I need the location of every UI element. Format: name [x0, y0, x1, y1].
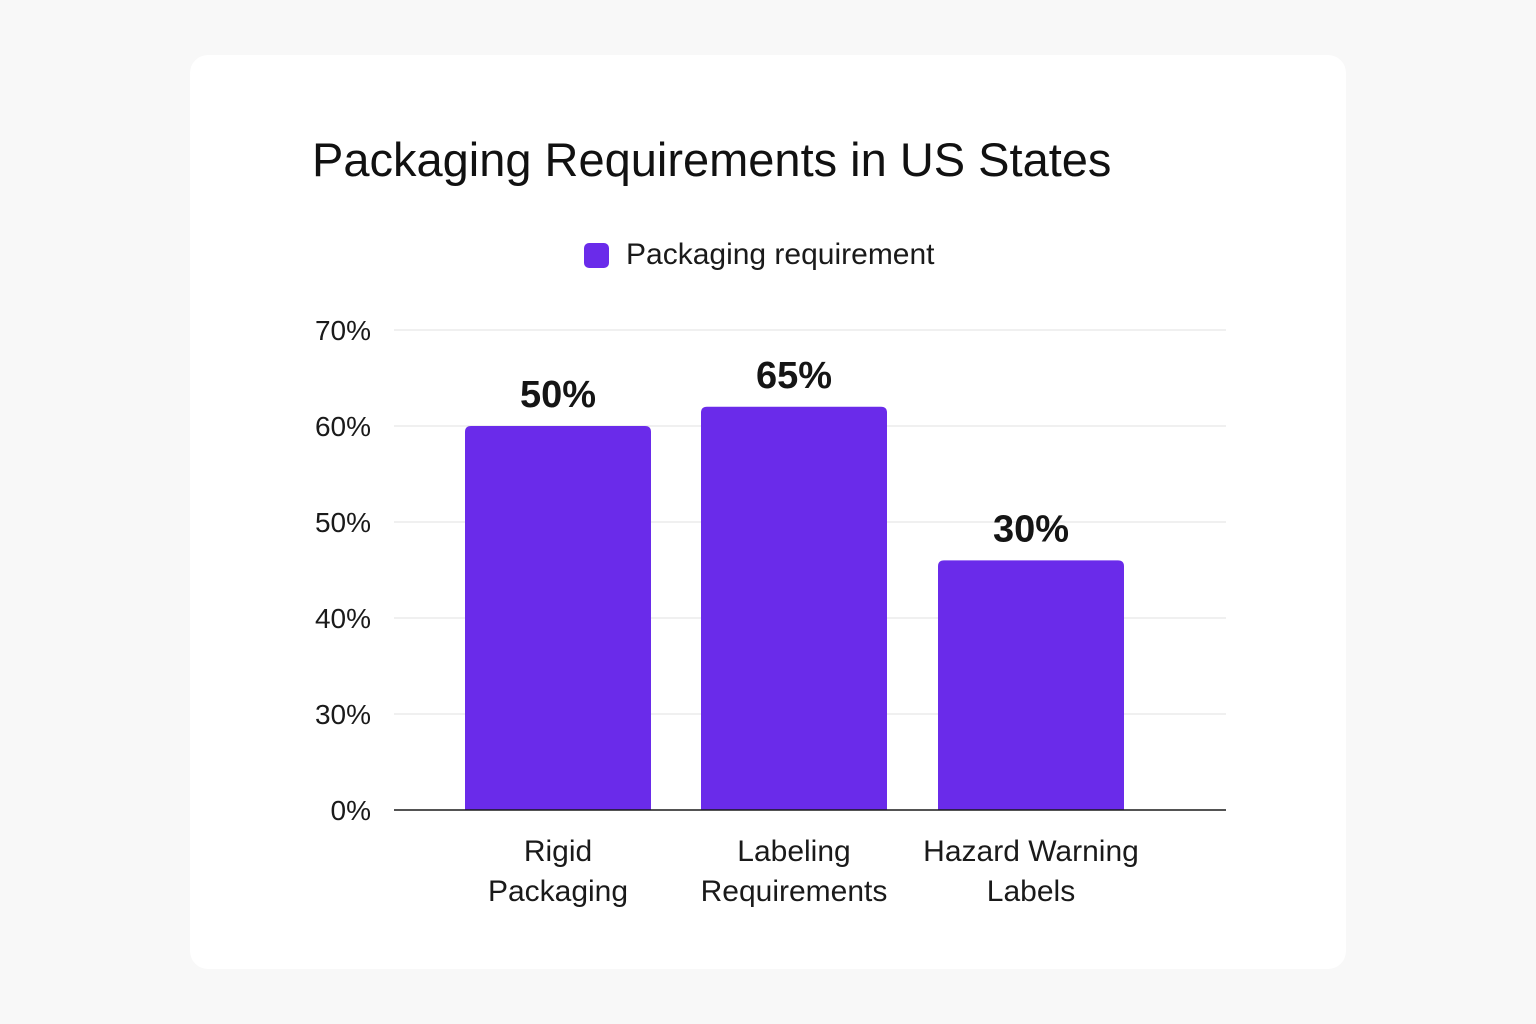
x-category-label: Labels — [987, 875, 1075, 908]
data-label: 50% — [520, 374, 596, 416]
y-tick-label: 50% — [315, 507, 371, 538]
data-label: 30% — [993, 508, 1069, 550]
x-category-label: Requirements — [701, 875, 888, 908]
x-category-label: Labeling — [737, 835, 850, 868]
y-tick-label: 0% — [331, 795, 371, 826]
y-tick-label: 30% — [315, 699, 371, 730]
chart-title: Packaging Requirements in US States — [312, 133, 1112, 186]
y-tick-label: 70% — [315, 315, 371, 346]
data-label: 65% — [756, 355, 832, 397]
y-tick-label: 60% — [315, 411, 371, 442]
x-category-label: Hazard Warning — [923, 835, 1139, 868]
x-category-label: Rigid — [524, 835, 592, 868]
legend-label: Packaging requirement — [626, 238, 935, 271]
bar — [701, 406, 887, 810]
legend-swatch — [584, 242, 609, 268]
chart-legend: Packaging requirement — [584, 238, 935, 272]
bar — [465, 426, 651, 810]
y-tick-label: 40% — [315, 603, 371, 634]
bar — [938, 560, 1124, 810]
x-category-label: Packaging — [488, 875, 628, 908]
